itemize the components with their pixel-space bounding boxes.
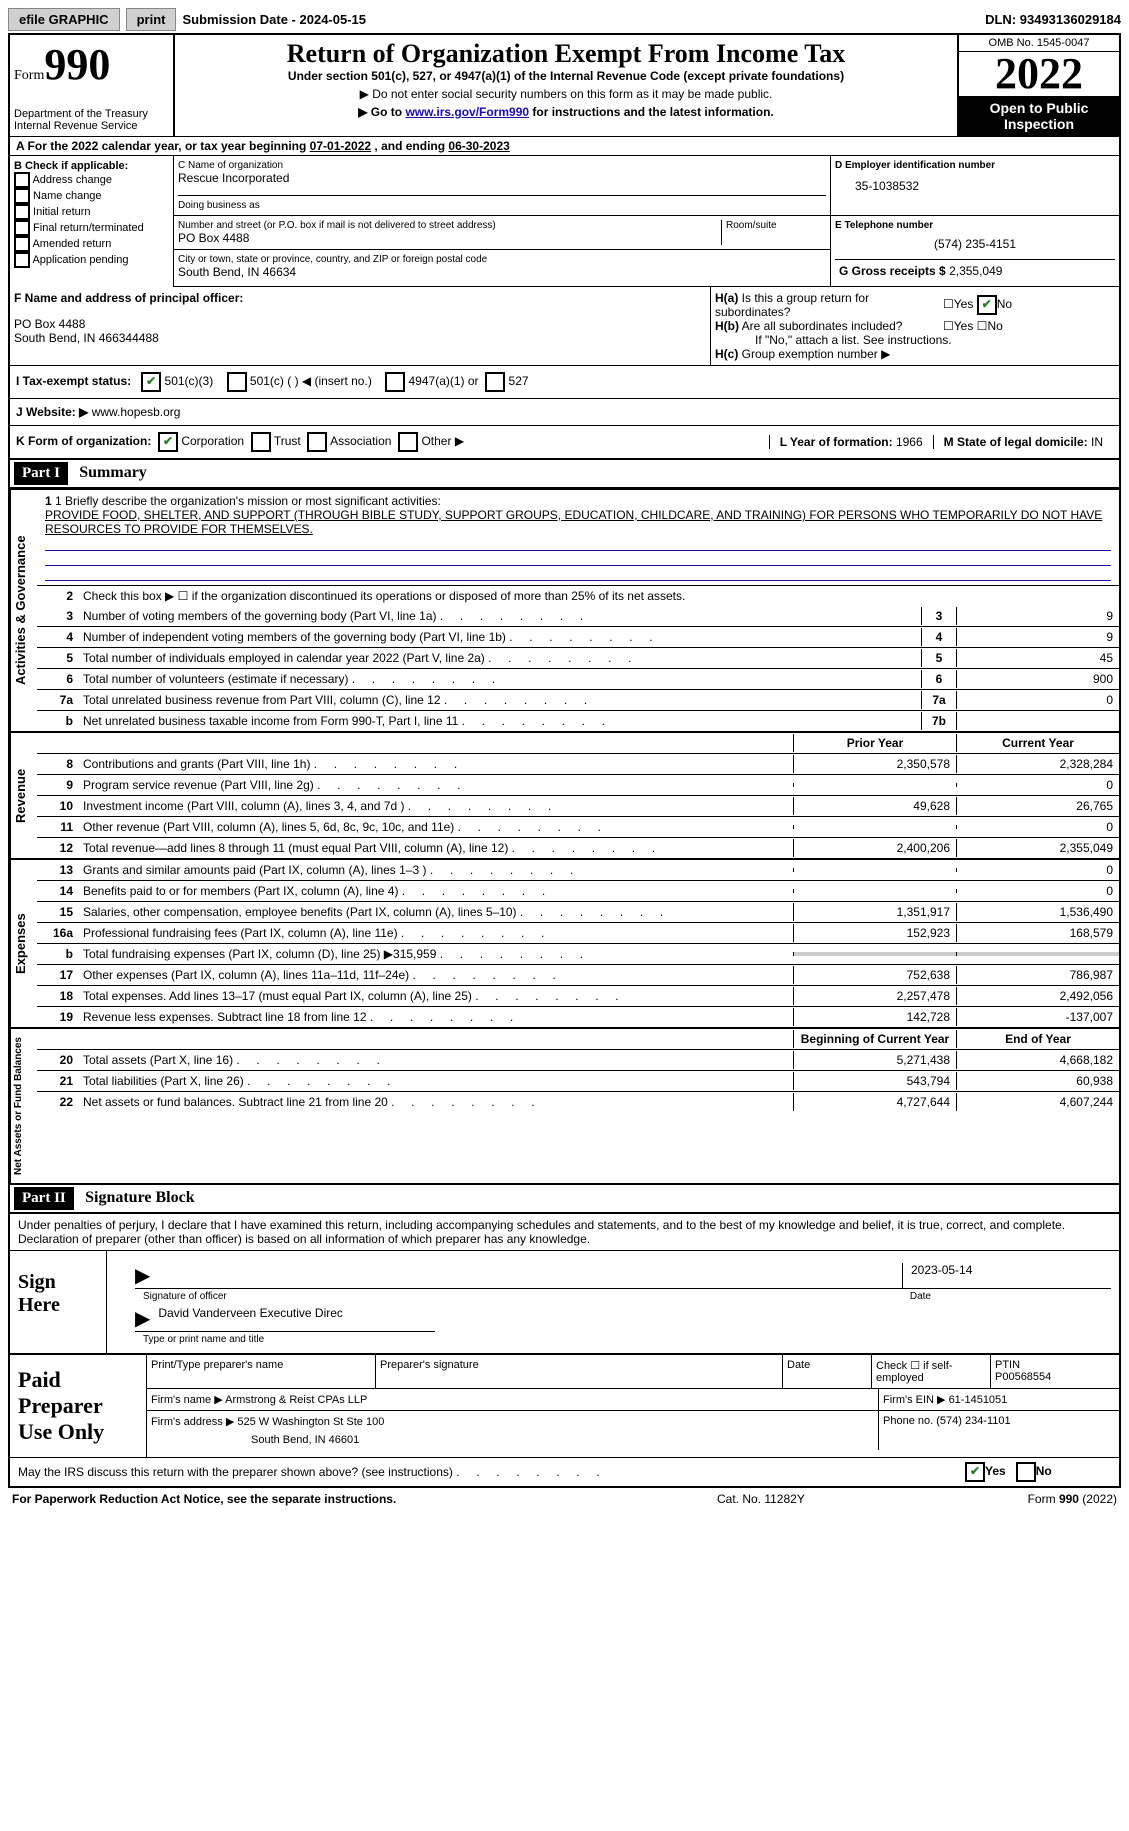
col-b: B Check if applicable: Address change Na… xyxy=(10,156,174,287)
checkbox-option[interactable]: Initial return xyxy=(14,204,169,220)
ein-box: D Employer identification number 35-1038… xyxy=(831,156,1119,215)
summary-line: 22Net assets or fund balances. Subtract … xyxy=(37,1092,1119,1112)
checkbox-option[interactable]: Name change xyxy=(14,188,169,204)
summary-line: 10Investment income (Part VIII, column (… xyxy=(37,796,1119,817)
year-box: OMB No. 1545-0047 2022 Open to Public In… xyxy=(957,35,1119,136)
row-a: A For the 2022 calendar year, or tax yea… xyxy=(8,136,1121,156)
summary-line: 7aTotal unrelated business revenue from … xyxy=(37,690,1119,711)
summary-line: 14Benefits paid to or for members (Part … xyxy=(37,881,1119,902)
summary-line: 16aProfessional fundraising fees (Part I… xyxy=(37,923,1119,944)
footer: For Paperwork Reduction Act Notice, see … xyxy=(8,1488,1121,1510)
signature-block: Under penalties of perjury, I declare th… xyxy=(8,1214,1121,1488)
efile-button[interactable]: efile GRAPHIC xyxy=(8,8,120,31)
irs-link[interactable]: www.irs.gov/Form990 xyxy=(405,105,529,119)
mission-box: 1 1 Briefly describe the organization's … xyxy=(37,490,1119,586)
tax-year: 2022 xyxy=(959,52,1119,96)
print-button[interactable]: print xyxy=(126,8,177,31)
expenses-section: Expenses 13Grants and similar amounts pa… xyxy=(8,860,1121,1029)
summary-line: 19Revenue less expenses. Subtract line 1… xyxy=(37,1007,1119,1027)
topbar: efile GRAPHIC print Submission Date - 20… xyxy=(8,8,1121,31)
summary-line: 12Total revenue—add lines 8 through 11 (… xyxy=(37,838,1119,858)
form-title: Return of Organization Exempt From Incom… xyxy=(179,39,953,69)
address-box: Number and street (or P.O. box if mail i… xyxy=(174,216,831,286)
checkbox-option[interactable]: Amended return xyxy=(14,236,169,252)
phone-box: E Telephone number (574) 235-4151 G Gros… xyxy=(831,216,1119,286)
summary-line: 5Total number of individuals employed in… xyxy=(37,648,1119,669)
open-inspection: Open to Public Inspection xyxy=(959,96,1119,136)
summary-line: bTotal fundraising expenses (Part IX, co… xyxy=(37,944,1119,965)
title-box: Return of Organization Exempt From Incom… xyxy=(175,35,957,136)
dept-treasury: Department of the Treasury Internal Reve… xyxy=(14,108,169,132)
subdate-label: Submission Date - 2024-05-15 xyxy=(182,12,366,27)
summary-line: 20Total assets (Part X, line 16)5,271,43… xyxy=(37,1050,1119,1071)
summary-line: 17Other expenses (Part IX, column (A), l… xyxy=(37,965,1119,986)
part2-title: Signature Block xyxy=(85,1189,195,1206)
revenue-section: Revenue Prior Year Current Year 8Contrib… xyxy=(8,733,1121,860)
part1-title: Summary xyxy=(79,464,147,481)
summary-line: 21Total liabilities (Part X, line 26)543… xyxy=(37,1071,1119,1092)
website-row: J Website: ▶ www.hopesb.org xyxy=(8,399,1121,426)
header: Form990 Department of the Treasury Inter… xyxy=(8,33,1121,136)
checkbox-option[interactable]: Application pending xyxy=(14,252,169,268)
summary-line: 9Program service revenue (Part VIII, lin… xyxy=(37,775,1119,796)
klm-row: K Form of organization: ✔ Corporation Tr… xyxy=(8,426,1121,460)
checkbox-option[interactable]: Final return/terminated xyxy=(14,220,169,236)
summary-line: 15Salaries, other compensation, employee… xyxy=(37,902,1119,923)
paid-preparer: Paid Preparer Use Only Print/Type prepar… xyxy=(10,1353,1119,1457)
h-box: H(a) Is this a group return for subordin… xyxy=(711,287,1119,365)
activities-governance: Activities & Governance 1 1 Briefly desc… xyxy=(8,489,1121,733)
summary-line: 4Number of independent voting members of… xyxy=(37,627,1119,648)
summary-line: 18Total expenses. Add lines 13–17 (must … xyxy=(37,986,1119,1007)
sign-here-label: Sign Here xyxy=(10,1251,107,1353)
form-box: Form990 Department of the Treasury Inter… xyxy=(10,35,175,136)
summary-line: 13Grants and similar amounts paid (Part … xyxy=(37,860,1119,881)
summary-line: 11Other revenue (Part VIII, column (A), … xyxy=(37,817,1119,838)
officer-box: F Name and address of principal officer:… xyxy=(10,287,711,365)
main-grid: B Check if applicable: Address change Na… xyxy=(8,156,1121,287)
part1-header: Part I xyxy=(14,462,68,485)
summary-line: 8Contributions and grants (Part VIII, li… xyxy=(37,754,1119,775)
summary-line: bNet unrelated business taxable income f… xyxy=(37,711,1119,731)
fh-row: F Name and address of principal officer:… xyxy=(8,287,1121,366)
checkbox-option[interactable]: Address change xyxy=(14,172,169,188)
note1: ▶ Do not enter social security numbers o… xyxy=(179,87,953,101)
note2: ▶ Go to www.irs.gov/Form990 for instruct… xyxy=(179,105,953,119)
org-name-box: C Name of organization Rescue Incorporat… xyxy=(174,156,831,215)
tax-status-row: I Tax-exempt status: ✔ 501(c)(3) 501(c) … xyxy=(8,366,1121,399)
part2-header: Part II xyxy=(14,1187,74,1210)
netassets-section: Net Assets or Fund Balances Beginning of… xyxy=(8,1029,1121,1185)
dln: DLN: 93493136029184 xyxy=(985,12,1121,27)
summary-line: 6Total number of volunteers (estimate if… xyxy=(37,669,1119,690)
summary-line: 3Number of voting members of the governi… xyxy=(37,606,1119,627)
form-subtitle: Under section 501(c), 527, or 4947(a)(1)… xyxy=(179,69,953,83)
